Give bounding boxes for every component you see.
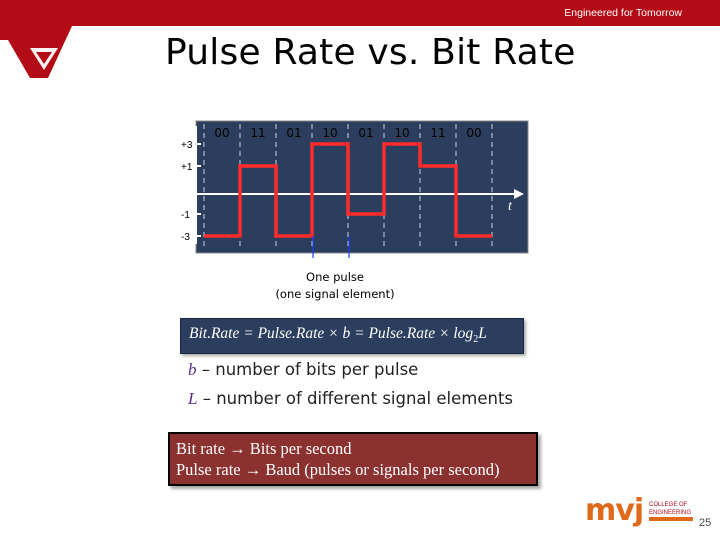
bit-labels: 00 11 01 10 01 10 11 00	[214, 126, 481, 140]
pulse-diagram: 00 11 01 10 01 10 11 00 +3 +1 -1 -3 t	[181, 120, 529, 258]
plot-background	[195, 120, 529, 254]
header-corner-ornament	[0, 0, 100, 78]
bit-group-label: 01	[286, 126, 301, 140]
level-label: +1	[181, 162, 193, 173]
level-label: -1	[181, 210, 190, 221]
one-pulse-caption-line1: One pulse	[306, 270, 364, 284]
header-tagline: Engineered for Tomorrow	[564, 7, 682, 19]
bit-group-label: 11	[430, 126, 445, 140]
pulse-rate-line: Pulse rate → Baud (pulses or signals per…	[176, 460, 500, 479]
definition-b-symbol: b	[188, 360, 197, 379]
bit-group-label: 11	[250, 126, 265, 140]
bit-group-label: 01	[358, 126, 373, 140]
page-number: 25	[699, 517, 712, 529]
level-label: -3	[181, 232, 190, 243]
time-axis-label: t	[508, 199, 513, 214]
bit-group-label: 00	[466, 126, 481, 140]
one-pulse-caption: One pulse (one signal element)	[255, 269, 415, 303]
level-ticks	[191, 143, 201, 237]
level-labels: +3 +1 -1 -3	[181, 140, 193, 243]
definition-b: b – number of bits per pulse	[188, 360, 418, 380]
definition-b-text: – number of bits per pulse	[196, 360, 419, 379]
one-pulse-caption-line2: (one signal element)	[275, 287, 395, 301]
formula-end: L	[478, 325, 487, 342]
logo-line2: ENGINEERING	[649, 510, 691, 516]
bit-rate-line: Bit rate → Bits per second	[176, 439, 352, 458]
definition-l-symbol: L	[188, 389, 198, 408]
bit-group-label: 10	[322, 126, 337, 140]
definition-l-text: – number of different signal elements	[197, 389, 514, 408]
definition-l: L – number of different signal elements	[188, 389, 513, 409]
college-logo: mvj COLLEGE OF ENGINEERING	[585, 493, 693, 528]
bit-group-label: 00	[214, 126, 229, 140]
bit-group-label: 10	[394, 126, 409, 140]
logo-mark: mvj	[585, 493, 643, 528]
formula-main: Bit.Rate = Pulse.Rate × b = Pulse.Rate ×…	[189, 325, 474, 342]
header-bar	[0, 0, 720, 26]
signal-waveform	[204, 142, 492, 238]
bit-rate-formula: Bit.Rate = Pulse.Rate × b = Pulse.Rate ×…	[180, 318, 524, 354]
time-axis-arrow	[514, 189, 524, 199]
formula-subscript: 2	[473, 334, 479, 346]
logo-line1: COLLEGE OF	[649, 502, 688, 508]
level-label: +3	[181, 140, 193, 151]
slide-title: Pulse Rate vs. Bit Rate	[165, 32, 576, 73]
rate-summary-box: Bit rate → Bits per second Pulse rate → …	[168, 432, 538, 486]
one-pulse-marker	[312, 236, 350, 258]
